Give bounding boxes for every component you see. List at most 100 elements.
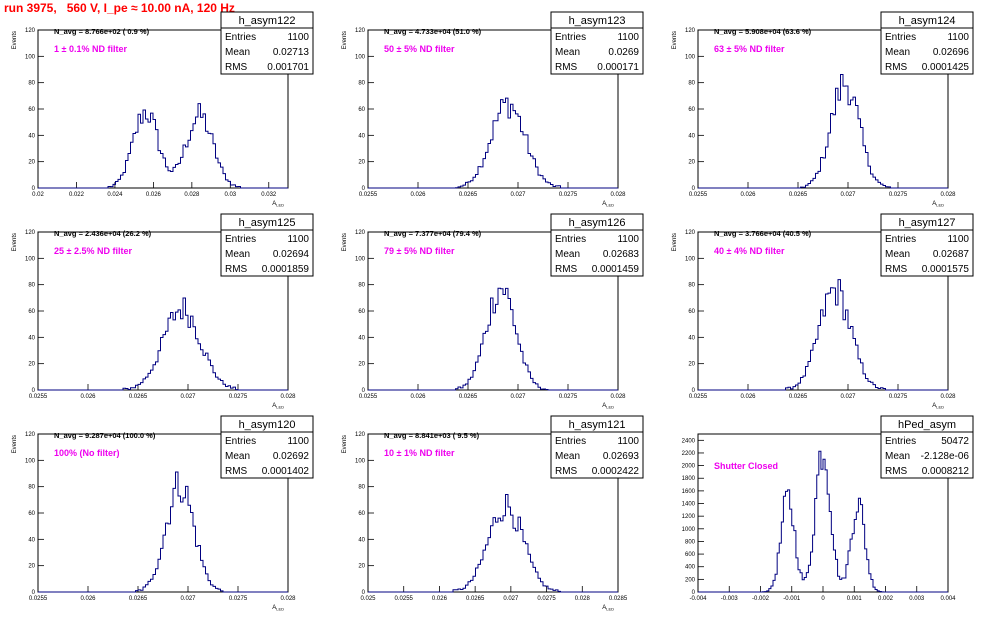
filter-note: 100% (No filter) bbox=[54, 448, 120, 458]
histogram-panel-h_asym120: 0 20 40 60 80 100 120 0.0255 0.026 0.0265 0.027 0.0… bbox=[12, 415, 314, 612]
navg-label: N_avg = 5.908e+04 (63.6 %) bbox=[714, 27, 812, 36]
stats-key: Entries bbox=[225, 234, 256, 245]
y-tick-label: 2000 bbox=[682, 464, 696, 470]
y-tick-label: 100 bbox=[685, 54, 696, 60]
stats-value: 0.0008212 bbox=[922, 466, 970, 477]
y-tick-label: 40 bbox=[28, 537, 35, 543]
stats-box bbox=[220, 229, 314, 277]
x-tick-label: 0.026 bbox=[740, 192, 756, 198]
y-tick-label: 60 bbox=[28, 511, 35, 517]
y-tick-label: 1800 bbox=[682, 476, 696, 482]
histogram-line bbox=[698, 279, 948, 391]
y-tick-label: 80 bbox=[28, 485, 35, 491]
filter-note: Shutter Closed bbox=[714, 461, 778, 471]
x-tick-label: 0.004 bbox=[940, 596, 956, 602]
y-tick-label: 0 bbox=[692, 590, 696, 596]
stats-key: Entries bbox=[555, 32, 586, 43]
histogram-line bbox=[698, 74, 948, 189]
x-tick-label: 0.028 bbox=[610, 192, 626, 198]
stats-key: RMS bbox=[885, 466, 908, 477]
y-axis-label: Events bbox=[342, 435, 348, 453]
x-tick-label: 0.0275 bbox=[229, 596, 248, 602]
x-tick-label: 0.0275 bbox=[889, 394, 908, 400]
stats-title: h_asym121 bbox=[569, 419, 626, 431]
x-tick-label: 0.0255 bbox=[359, 192, 378, 198]
y-tick-label: 60 bbox=[688, 107, 695, 113]
stats-box bbox=[550, 229, 644, 277]
stats-title: h_asym126 bbox=[569, 217, 626, 229]
y-tick-label: 1200 bbox=[682, 514, 696, 520]
stats-box bbox=[880, 27, 974, 75]
y-tick-label: 40 bbox=[28, 335, 35, 341]
y-axis-label: Events bbox=[12, 435, 18, 453]
stats-key: Mean bbox=[885, 451, 910, 462]
stats-key: RMS bbox=[225, 264, 248, 275]
x-tick-label: 0 bbox=[821, 596, 825, 602]
y-tick-label: 0 bbox=[692, 186, 696, 192]
stats-value: 0.001701 bbox=[267, 62, 309, 73]
y-tick-label: 120 bbox=[25, 230, 36, 236]
y-tick-label: 20 bbox=[358, 362, 365, 368]
y-tick-label: 100 bbox=[25, 256, 36, 262]
stats-title: h_asym127 bbox=[899, 217, 956, 229]
stats-title: h_asym122 bbox=[239, 15, 296, 27]
x-tick-label: 0.027 bbox=[510, 394, 526, 400]
x-tick-label: -0.003 bbox=[721, 596, 739, 602]
y-tick-label: 20 bbox=[28, 362, 35, 368]
y-axis-label: Events bbox=[12, 31, 18, 49]
x-tick-label: 0.02 bbox=[32, 192, 44, 198]
y-tick-label: 0 bbox=[362, 388, 366, 394]
stats-value: 1100 bbox=[947, 234, 969, 245]
y-tick-label: 20 bbox=[688, 362, 695, 368]
filter-note: 63 ± 5% ND filter bbox=[714, 44, 785, 54]
histogram-line bbox=[368, 493, 618, 593]
histogram-panel-h_asym126: 0 20 40 60 80 100 120 0.0255 0.026 0.0265 0.027 0.0… bbox=[342, 213, 644, 410]
stats-value: 0.0001859 bbox=[262, 264, 310, 275]
x-tick-label: 0.028 bbox=[940, 394, 956, 400]
y-tick-label: 20 bbox=[358, 564, 365, 570]
x-tick-label: 0.0275 bbox=[229, 394, 248, 400]
stats-value: 1100 bbox=[947, 32, 969, 43]
stats-value: 0.0001575 bbox=[922, 264, 970, 275]
x-axis-label: ALED bbox=[602, 403, 614, 410]
filter-note: 50 ± 5% ND filter bbox=[384, 44, 455, 54]
y-tick-label: 20 bbox=[688, 160, 695, 166]
stats-value: 0.0269 bbox=[608, 47, 639, 58]
x-tick-label: 0.0275 bbox=[889, 192, 908, 198]
stats-key: Mean bbox=[225, 451, 250, 462]
x-tick-label: 0.026 bbox=[740, 394, 756, 400]
stats-value: 0.000171 bbox=[597, 62, 639, 73]
x-tick-label: 0.022 bbox=[69, 192, 85, 198]
stats-key: RMS bbox=[555, 466, 578, 477]
stats-value: 1100 bbox=[287, 234, 309, 245]
stats-key: Entries bbox=[225, 436, 256, 447]
x-axis-label: ALED bbox=[272, 605, 284, 612]
histogram-panel-h_asym127: 0 20 40 60 80 100 120 0.0255 0.026 0.0265 0.027 0.0… bbox=[672, 213, 974, 410]
x-axis-label: ALED bbox=[602, 201, 614, 208]
stats-box bbox=[550, 27, 644, 75]
stats-key: Entries bbox=[555, 234, 586, 245]
y-tick-label: 600 bbox=[685, 552, 696, 558]
y-tick-label: 40 bbox=[358, 537, 365, 543]
stats-key: Mean bbox=[225, 47, 250, 58]
y-tick-label: 100 bbox=[685, 256, 696, 262]
histogram-panel-h_asym123: 0 20 40 60 80 100 120 0.0255 0.026 0.0265 0.027 0.0… bbox=[342, 11, 644, 208]
stats-key: Entries bbox=[555, 436, 586, 447]
filter-note: 40 ± 4% ND filter bbox=[714, 246, 785, 256]
stats-title: h_asym125 bbox=[239, 217, 296, 229]
y-tick-label: 100 bbox=[25, 458, 36, 464]
y-tick-label: 60 bbox=[358, 511, 365, 517]
x-tick-label: 0.0255 bbox=[359, 394, 378, 400]
filter-note: 79 ± 5% ND filter bbox=[384, 246, 455, 256]
filter-note: 25 ± 2.5% ND filter bbox=[54, 246, 132, 256]
y-tick-label: 100 bbox=[355, 256, 366, 262]
x-tick-label: 0.026 bbox=[410, 192, 426, 198]
y-tick-label: 0 bbox=[32, 590, 36, 596]
histogram-line bbox=[38, 471, 288, 593]
x-tick-label: 0.0255 bbox=[689, 394, 708, 400]
histogram-line bbox=[368, 287, 618, 391]
y-tick-label: 60 bbox=[358, 309, 365, 315]
stats-value: 0.0002422 bbox=[592, 466, 640, 477]
x-tick-label: 0.027 bbox=[503, 596, 519, 602]
y-tick-label: 100 bbox=[355, 458, 366, 464]
